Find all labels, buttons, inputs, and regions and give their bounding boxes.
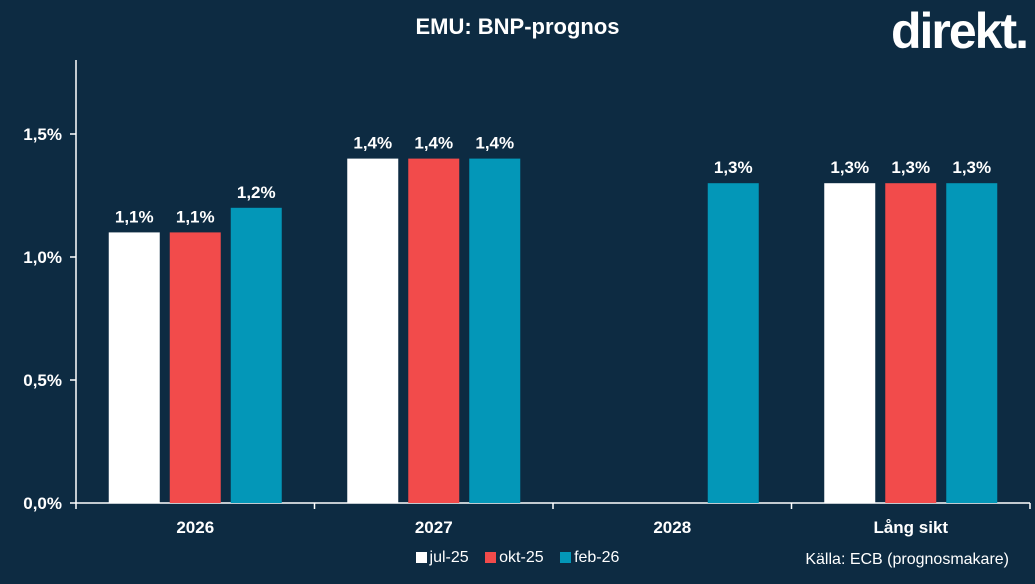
y-tick-label: 1,0%	[23, 248, 62, 267]
y-tick-label: 0,0%	[23, 494, 62, 513]
data-label: 1,3%	[830, 158, 869, 177]
direkt-logo: direkt.	[890, 3, 1029, 59]
data-label: 1,3%	[714, 158, 753, 177]
bar-feb-26-Lång sikt	[946, 183, 998, 503]
y-tick-label: 1,5%	[23, 125, 62, 144]
bar-okt-25-Lång sikt	[885, 183, 937, 503]
legend-label-jul-25: jul-25	[429, 549, 469, 566]
x-category-label: Lång sikt	[873, 518, 948, 537]
data-label: 1,2%	[237, 183, 276, 202]
x-category-label: 2027	[415, 518, 453, 537]
bar-okt-25-2026	[169, 232, 221, 503]
bar-okt-25-2027	[408, 158, 460, 503]
legend-label-feb-26: feb-26	[574, 549, 620, 566]
data-label: 1,4%	[353, 134, 392, 153]
data-label: 1,3%	[952, 158, 991, 177]
legend-item-feb-26: feb-26	[560, 549, 619, 567]
y-tick-label: 0,5%	[23, 371, 62, 390]
data-label: 1,1%	[176, 207, 215, 226]
bar-jul-25-Lång sikt	[824, 183, 876, 503]
bar-jul-25-2026	[108, 232, 160, 503]
legend-swatch-okt-25	[485, 552, 497, 563]
x-category-label: 2028	[653, 518, 691, 537]
legend-swatch-feb-26	[560, 552, 572, 563]
bar-feb-26-2028	[707, 183, 759, 503]
bar-jul-25-2027	[347, 158, 399, 503]
legend-swatch-jul-25	[415, 552, 427, 563]
data-label: 1,4%	[414, 134, 453, 153]
bar-feb-26-2027	[469, 158, 521, 503]
source-note: Källa: ECB (prognosmakare)	[805, 551, 1009, 568]
data-label: 1,3%	[891, 158, 930, 177]
bar-feb-26-2026	[230, 207, 282, 504]
legend-item-okt-25: okt-25	[485, 549, 544, 567]
data-label: 1,4%	[475, 134, 514, 153]
data-label: 1,1%	[115, 207, 154, 226]
legend-label-okt-25: okt-25	[499, 549, 544, 566]
chart-title: EMU: BNP-prognos	[415, 14, 620, 39]
legend: jul-25 okt-25 feb-26	[0, 549, 1035, 567]
legend-item-jul-25: jul-25	[415, 549, 469, 567]
x-category-label: 2026	[176, 518, 214, 537]
